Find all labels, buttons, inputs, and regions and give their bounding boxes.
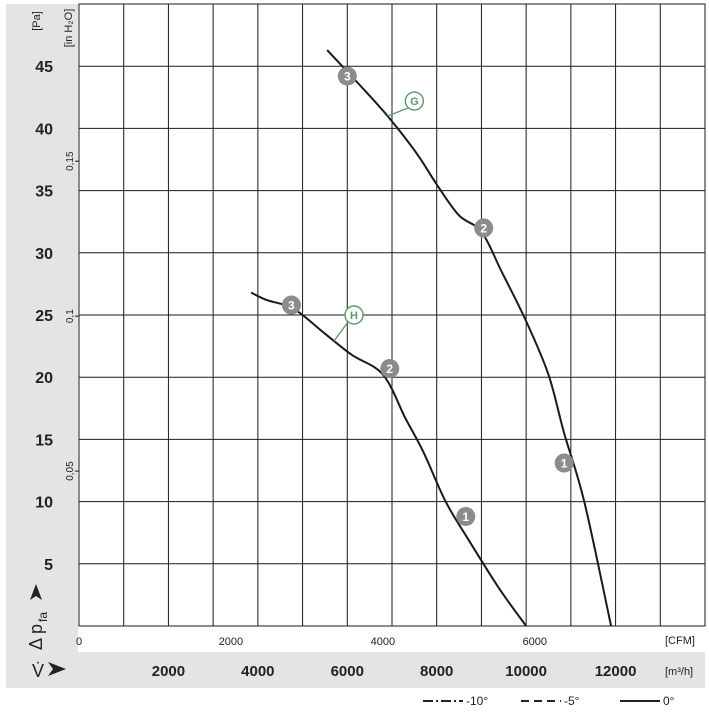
annotations-group: GH [333,91,425,342]
y-tick-label: 5 [44,557,53,574]
x-alt-tick-label: 0 [76,636,82,648]
x-tick-label: 10000 [505,663,547,680]
x-tick-labels: 2000 4000 6000 8000 10000 12000 [152,663,637,680]
x-tick-label: 4000 [241,663,274,680]
annotation-leader [387,107,409,117]
y-alt-tick-label: 0,05 [65,461,76,481]
y-alt-tick-label: 0,1 [65,309,76,323]
operating-point-marker [474,218,494,238]
operating-point-marker [456,507,476,527]
legend-label: -5° [564,694,580,708]
y-tick-label: 30 [35,246,53,263]
x-axis-arrow-icon [48,662,66,676]
y-symbol-sub-text: fa [36,612,50,622]
operating-point-label: 2 [386,362,393,376]
x-alt-tick-label: 6000 [523,636,547,648]
x-axis-band [6,652,705,688]
operating-point-label: 3 [344,70,351,84]
annotation-circle [344,305,364,325]
y-tick-label: 40 [35,121,53,138]
y-axis-symbol: Δ p fa [26,584,50,650]
operating-point-marker [281,295,301,315]
operating-point-marker [337,66,357,86]
operating-point-marker [554,453,574,473]
legend-label: -10° [466,694,488,708]
y-tick-labels: 5 10 15 20 25 30 35 40 45 [35,59,53,574]
y-alt-tick-labels: 0,05 0,1 0,15 [65,151,79,481]
annotation-label: G [410,96,419,108]
x-alt-unit-label: [CFM] [665,635,695,647]
y-alt-tick-label: 0,15 [65,151,76,171]
y-tick-label: 35 [35,184,53,201]
grid [78,3,706,627]
operating-point-marker [380,358,400,378]
y-tick-label: 45 [35,59,53,76]
x-alt-tick-label: 2000 [219,636,243,648]
y-axis-arrow-icon [30,584,42,600]
annotation-leader [333,321,349,342]
x-tick-label: 8000 [420,663,453,680]
operating-point-label: 2 [480,221,487,235]
operating-point-label: 1 [462,510,469,524]
x-tick-label: 2000 [152,663,185,680]
x-symbol-text: V̇ [32,661,44,681]
x-alt-tick-labels: 0 2000 4000 6000 [76,636,547,648]
annotation-label: H [350,310,358,322]
x-unit-label: [m³/h] [665,666,693,678]
operating-point-label: 3 [288,299,295,313]
operating-point-label: 1 [561,457,568,471]
y-tick-label: 15 [35,432,53,449]
y-alt-unit-label: [in H₂O] [63,9,75,48]
y-tick-label: 10 [35,495,53,512]
x-tick-label: 12000 [595,663,637,680]
legend-label: 0° [663,694,675,708]
x-alt-tick-label: 4000 [371,636,395,648]
y-tick-label: 25 [35,308,53,325]
y-axis-band [6,4,78,688]
annotation-circle [404,91,425,111]
y-symbol-text: Δ p [26,624,46,650]
legend: -10° -5° 0° [423,694,675,708]
x-axis-symbol: V̇ [32,661,66,681]
x-tick-label: 6000 [331,663,364,680]
y-unit-label: [Pa] [31,11,43,31]
y-tick-label: 20 [35,370,53,387]
